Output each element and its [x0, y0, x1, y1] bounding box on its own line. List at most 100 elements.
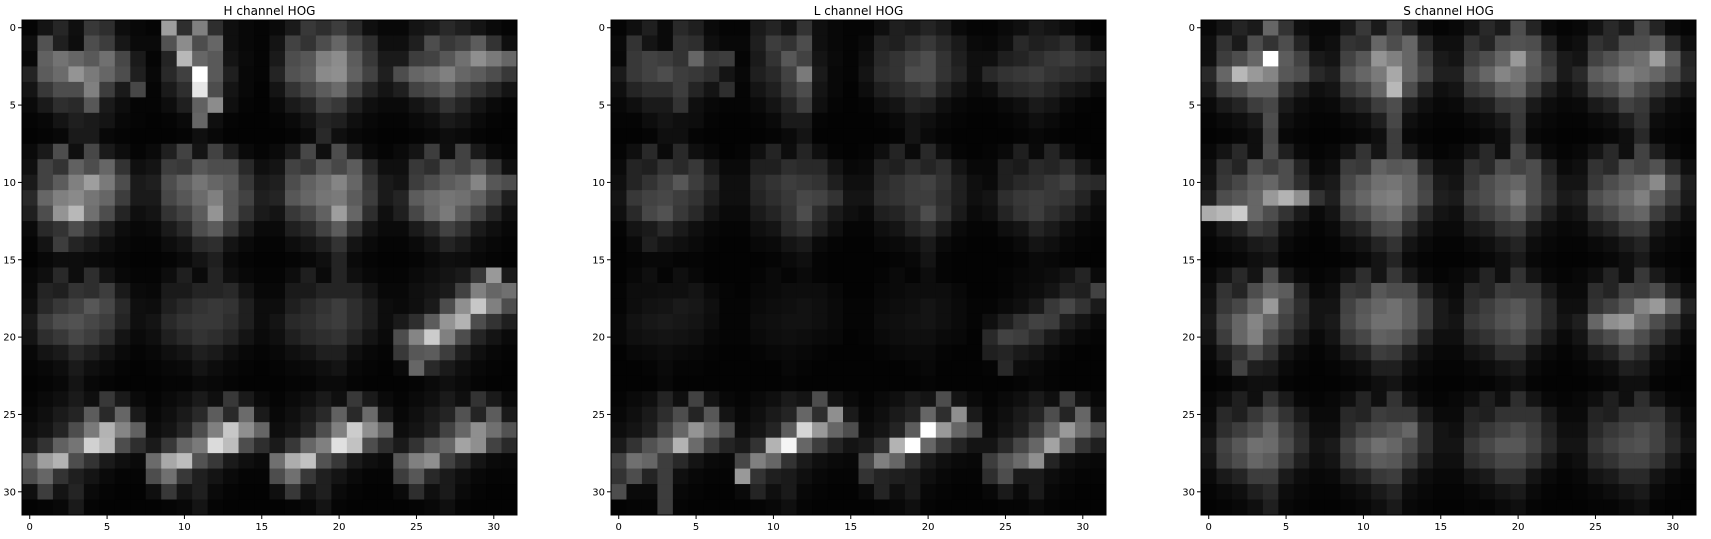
heatmap-pixel: [176, 267, 193, 284]
heatmap-pixel: [750, 128, 767, 145]
y-tick-label: 10: [1182, 178, 1195, 189]
heatmap-pixel: [1309, 97, 1326, 114]
heatmap-pixel: [99, 221, 116, 237]
heatmap-pixel: [1541, 453, 1558, 469]
heatmap-pixel: [750, 190, 767, 206]
heatmap-pixel: [377, 484, 394, 500]
heatmap-pixel: [470, 499, 487, 516]
heatmap-pixel: [626, 298, 643, 315]
heatmap-pixel: [966, 81, 983, 98]
heatmap-pixel: [1494, 282, 1511, 299]
heatmap-pixel: [1587, 190, 1604, 206]
heatmap-pixel: [904, 190, 921, 206]
heatmap-pixel: [765, 50, 782, 67]
heatmap-pixel: [1013, 205, 1030, 222]
heatmap-pixel: [672, 298, 689, 315]
heatmap-pixel: [52, 344, 69, 361]
x-tick-label: 25: [410, 522, 423, 533]
heatmap-pixel: [1680, 112, 1697, 129]
heatmap-pixel: [1075, 112, 1091, 129]
heatmap-pixel: [1278, 453, 1295, 469]
heatmap-pixel: [1448, 143, 1465, 160]
heatmap-pixel: [1216, 282, 1233, 299]
heatmap-pixel: [781, 298, 797, 315]
heatmap-pixel: [331, 437, 348, 454]
heatmap-pixel: [626, 313, 643, 330]
heatmap-pixel: [99, 190, 116, 206]
heatmap-pixel: [626, 236, 643, 253]
heatmap-pixel: [935, 422, 952, 439]
heatmap-pixel: [641, 422, 658, 439]
hog-cell: [22, 267, 147, 392]
heatmap-pixel: [1665, 50, 1681, 67]
heatmap-pixel: [904, 221, 921, 237]
heatmap-pixel: [176, 344, 193, 361]
heatmap-pixel: [1262, 375, 1279, 392]
heatmap-pixel: [1603, 360, 1620, 377]
heatmap-pixel: [672, 437, 689, 454]
heatmap-pixel: [781, 453, 797, 469]
heatmap-pixel: [703, 391, 720, 408]
heatmap-pixel: [1013, 437, 1030, 454]
heatmap-pixel: [1247, 360, 1264, 377]
heatmap-pixel: [1013, 35, 1030, 52]
heatmap-pixel: [269, 499, 286, 516]
heatmap-pixel: [703, 375, 720, 392]
heatmap-pixel: [424, 437, 441, 454]
heatmap-pixel: [873, 252, 890, 268]
heatmap-pixel: [346, 329, 363, 346]
heatmap-pixel: [1402, 267, 1418, 284]
heatmap-pixel: [1649, 35, 1666, 52]
heatmap-pixel: [501, 329, 518, 346]
heatmap-pixel: [611, 174, 627, 191]
heatmap-pixel: [796, 406, 813, 423]
heatmap-pixel: [439, 406, 456, 423]
heatmap-pixel: [1417, 221, 1434, 237]
heatmap-pixel: [254, 252, 270, 268]
heatmap-pixel: [1603, 329, 1620, 346]
heatmap-pixel: [300, 298, 317, 315]
heatmap-pixel: [223, 453, 239, 469]
heatmap-pixel: [439, 81, 456, 98]
heatmap-pixel: [873, 81, 890, 98]
heatmap-pixel: [254, 344, 270, 361]
heatmap-pixel: [300, 344, 317, 361]
heatmap-pixel: [827, 174, 844, 191]
heatmap-pixel: [424, 205, 441, 222]
heatmap-pixel: [1479, 128, 1496, 145]
heatmap-pixel: [161, 422, 178, 439]
heatmap-pixel: [1216, 221, 1233, 237]
heatmap-pixel: [1525, 499, 1542, 516]
heatmap-pixel: [501, 344, 518, 361]
heatmap-pixel: [889, 221, 906, 237]
heatmap-pixel: [1649, 282, 1666, 299]
heatmap-pixel: [1090, 484, 1107, 500]
heatmap-pixel: [1090, 20, 1107, 36]
heatmap-pixel: [1386, 453, 1403, 469]
heatmap-pixel: [207, 205, 224, 222]
heatmap-pixel: [997, 174, 1014, 191]
heatmap-pixel: [1680, 391, 1697, 408]
heatmap-pixel: [734, 406, 751, 423]
heatmap-pixel: [83, 375, 100, 392]
heatmap-pixel: [1371, 468, 1387, 485]
heatmap-pixel: [1216, 329, 1233, 346]
heatmap-pixel: [99, 422, 116, 439]
heatmap-pixel: [1262, 97, 1279, 114]
heatmap-pixel: [1013, 453, 1030, 469]
heatmap-pixel: [99, 66, 116, 83]
heatmap-pixel: [22, 221, 38, 237]
heatmap-pixel: [966, 236, 983, 253]
heatmap-pixel: [951, 236, 968, 253]
heatmap-pixel: [1618, 97, 1635, 114]
heatmap-pixel: [997, 298, 1014, 315]
heatmap-pixel: [68, 375, 85, 392]
heatmap-pixel: [1201, 205, 1217, 222]
heatmap-pixel: [176, 453, 193, 469]
heatmap-pixel: [873, 20, 890, 36]
heatmap-pixel: [1448, 484, 1465, 500]
heatmap-pixel: [83, 20, 100, 36]
heatmap-pixel: [1013, 406, 1030, 423]
heatmap-pixel: [611, 422, 627, 439]
heatmap-pixel: [1618, 422, 1635, 439]
